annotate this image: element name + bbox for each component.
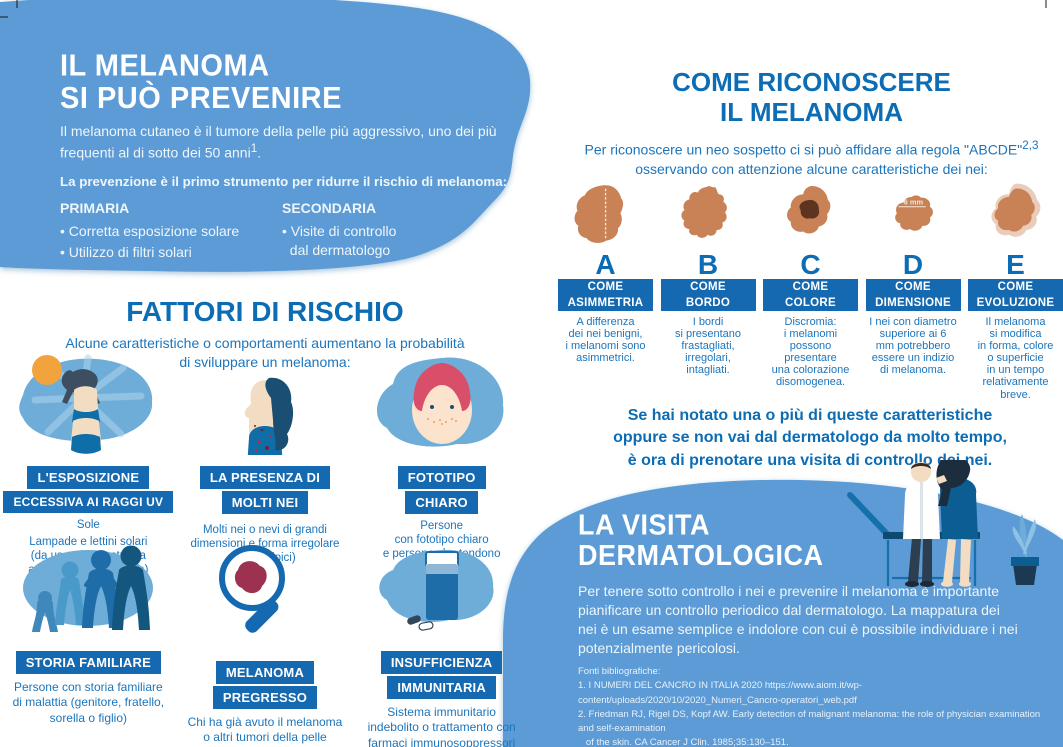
svg-text:6 mm: 6 mm: [904, 197, 924, 206]
